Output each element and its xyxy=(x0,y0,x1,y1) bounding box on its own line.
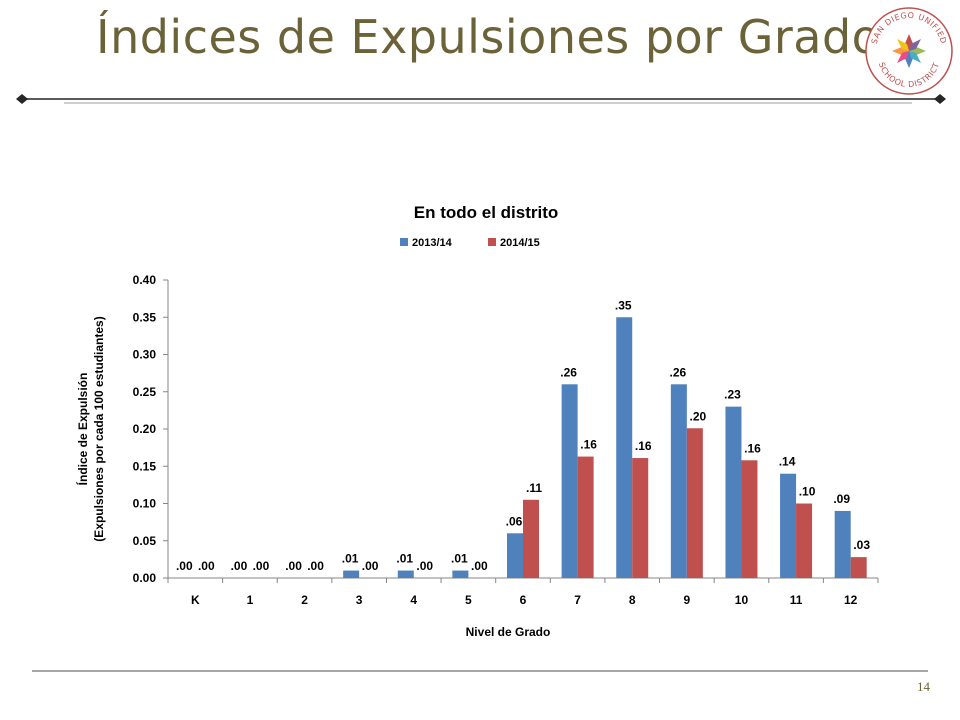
data-label-2013-14: .26 xyxy=(670,365,687,379)
y-tick-label: 0.20 xyxy=(133,422,157,436)
y-tick-label: 0.40 xyxy=(133,273,157,287)
bar-2013-14 xyxy=(616,317,633,578)
data-label-2014-15: .03 xyxy=(853,538,870,552)
legend-label-2014-15: 2014/15 xyxy=(500,237,540,249)
x-axis-title: Nivel de Grado xyxy=(466,625,551,639)
x-tick-label: 6 xyxy=(520,593,527,607)
data-label-2013-14: .26 xyxy=(560,365,577,379)
page-number: 14 xyxy=(917,679,930,694)
chart-legend: 2013/14 2014/15 xyxy=(400,237,540,249)
data-label-2013-14: .00 xyxy=(176,559,193,573)
chart-bars xyxy=(343,317,867,578)
data-label-2014-15: .00 xyxy=(362,559,379,573)
footer-divider xyxy=(32,670,928,672)
y-tick-label: 0.05 xyxy=(133,534,157,548)
data-label-2013-14: .06 xyxy=(506,514,523,528)
bar-2013-14 xyxy=(452,570,469,578)
data-label-2014-15: .00 xyxy=(471,559,488,573)
data-label-2013-14: .00 xyxy=(285,559,302,573)
legend-swatch-2014-15 xyxy=(488,238,496,246)
x-tick-label: 5 xyxy=(465,593,472,607)
data-label-2014-15: .11 xyxy=(526,481,542,495)
y-axis: 0.00 0.05 0.10 0.15 0.20 0.25 0.30 0.35 0.40 xyxy=(133,273,169,585)
bar-2013-14 xyxy=(725,406,742,578)
y-tick-label: 0.15 xyxy=(133,459,157,473)
x-tick-label: 12 xyxy=(844,593,858,607)
bar-2013-14 xyxy=(561,384,578,578)
data-label-2014-15: .00 xyxy=(416,559,433,573)
y-axis-title: Índice de Expulsión (Expulsiones por cad… xyxy=(75,316,106,541)
y-axis-title-line-2: (Expulsiones por cada 100 estudiantes) xyxy=(92,316,106,541)
chart-data-labels: .00.00.00.00.00.00.01.00.01.00.01.00.06.… xyxy=(176,298,870,573)
data-label-2013-14: .01 xyxy=(451,552,468,566)
bar-2014-15 xyxy=(850,557,867,578)
data-label-2013-14: .01 xyxy=(342,552,359,566)
data-label-2013-14: .01 xyxy=(396,552,413,566)
y-tick-label: 0.30 xyxy=(133,348,157,362)
bar-2013-14 xyxy=(397,570,414,578)
x-axis: K 1 2 3 4 5 6 7 8 9 10 11 12 xyxy=(167,577,879,607)
legend-swatch-2013-14 xyxy=(400,238,408,246)
x-tick-label: 7 xyxy=(574,593,581,607)
data-label-2013-14: .14 xyxy=(779,455,796,469)
data-label-2014-15: .16 xyxy=(635,439,652,453)
bar-2013-14 xyxy=(343,570,360,578)
data-label-2013-14: .00 xyxy=(231,559,248,573)
data-label-2014-15: .00 xyxy=(253,559,270,573)
data-label-2014-15: .20 xyxy=(690,409,707,423)
y-tick-label: 0.00 xyxy=(133,571,157,585)
x-tick-label: 10 xyxy=(735,593,749,607)
x-tick-label: 2 xyxy=(301,593,308,607)
legend-label-2013-14: 2013/14 xyxy=(412,237,453,249)
bar-2013-14 xyxy=(507,533,523,578)
bar-2013-14 xyxy=(834,510,851,578)
data-label-2013-14: .23 xyxy=(724,388,741,402)
bar-2013-14 xyxy=(780,473,797,578)
title-divider xyxy=(16,94,946,104)
bar-2013-14 xyxy=(670,384,687,578)
x-tick-label: 1 xyxy=(247,593,254,607)
data-label-2014-15: .10 xyxy=(799,485,816,499)
x-tick-label: 8 xyxy=(629,593,636,607)
data-label-2014-15: .00 xyxy=(307,559,324,573)
data-label-2014-15: .16 xyxy=(744,441,761,455)
x-tick-label: 4 xyxy=(410,593,417,607)
bar-2014-15 xyxy=(577,456,594,578)
bar-2014-15 xyxy=(741,460,758,578)
bar-2014-15 xyxy=(686,428,703,578)
slide-title: Índices de Expulsiones por Grados xyxy=(96,10,905,64)
data-label-2014-15: .00 xyxy=(198,559,215,573)
x-tick-label: K xyxy=(191,593,200,607)
data-label-2014-15: .16 xyxy=(580,438,597,452)
y-tick-label: 0.25 xyxy=(133,385,157,399)
x-tick-label: 11 xyxy=(790,593,803,607)
bar-2014-15 xyxy=(523,499,539,578)
x-tick-label: 3 xyxy=(356,593,363,607)
bar-2014-15 xyxy=(796,503,813,578)
chart-title: En todo el distrito xyxy=(414,203,559,222)
y-tick-label: 0.35 xyxy=(133,310,157,324)
data-label-2013-14: .35 xyxy=(615,298,632,312)
x-tick-label: 9 xyxy=(684,593,691,607)
district-logo: SAN DIEGO UNIFIED SCHOOL DISTRICT xyxy=(865,7,953,95)
y-axis-title-line-1: Índice de Expulsión xyxy=(75,373,90,486)
y-tick-label: 0.10 xyxy=(133,497,157,511)
bar-2014-15 xyxy=(632,458,649,578)
data-label-2013-14: .09 xyxy=(833,492,850,506)
